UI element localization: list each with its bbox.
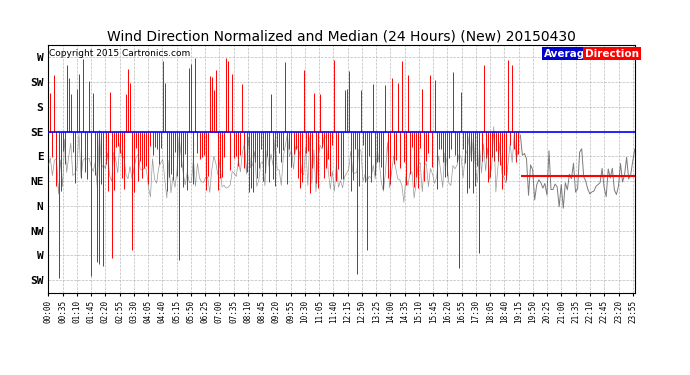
Text: Copyright 2015 Cartronics.com: Copyright 2015 Cartronics.com <box>50 49 190 58</box>
Title: Wind Direction Normalized and Median (24 Hours) (New) 20150430: Wind Direction Normalized and Median (24… <box>107 30 576 44</box>
Text: Average: Average <box>544 49 592 59</box>
Text: Direction: Direction <box>585 49 639 59</box>
